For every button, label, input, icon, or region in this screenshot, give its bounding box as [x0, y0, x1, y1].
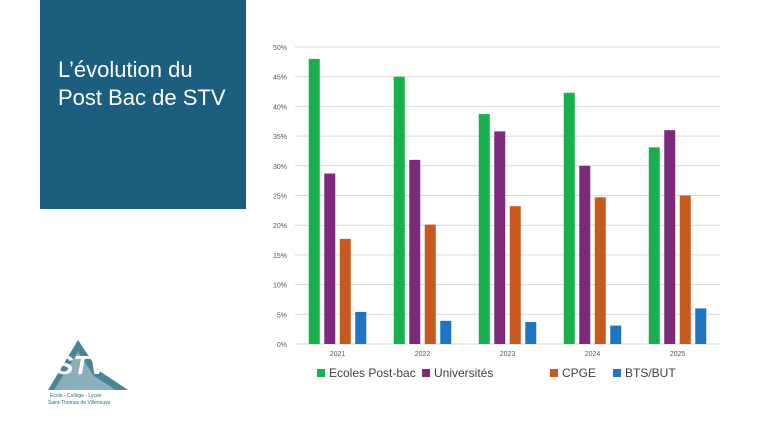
- bar: [324, 173, 336, 344]
- bar-chart: 0% 5% 10% 15% 20% 25% 30% 35% 40% 45% 50% 2021 2022…: [273, 45, 720, 380]
- bar: [494, 131, 506, 344]
- x-tick-label: 2022: [415, 351, 431, 358]
- x-tick-label: 2023: [500, 351, 516, 358]
- y-tick-label: 20%: [273, 223, 287, 230]
- y-tick-label: 5%: [277, 312, 287, 319]
- legend-label: CPGE: [562, 366, 596, 380]
- bar: [610, 325, 622, 344]
- chart-x-labels: 2021 2022 2023 2024 2025: [330, 351, 686, 358]
- logo-school-name: Saint-Thomas de Villeneuve: [48, 400, 111, 406]
- y-tick-label: 40%: [273, 104, 287, 111]
- chart-bars: [308, 58, 707, 344]
- bar: [648, 147, 660, 344]
- legend-label: BTS/BUT: [625, 366, 676, 380]
- y-tick-label: 25%: [273, 194, 287, 201]
- logo-shape: [48, 340, 128, 390]
- y-tick-label: 35%: [273, 134, 287, 141]
- slide-title-line1: L’évolution du: [58, 57, 193, 82]
- title-panel-shape: [40, 0, 246, 197]
- bar: [509, 206, 521, 344]
- y-tick-label: 10%: [273, 283, 287, 290]
- bar: [339, 238, 351, 344]
- bar: [440, 320, 452, 344]
- bar: [308, 58, 320, 344]
- logo-tagline: Ecole - Collège - Lycée: [50, 393, 102, 399]
- bar: [393, 76, 405, 344]
- y-tick-label: 45%: [273, 75, 287, 82]
- bar: [679, 195, 691, 344]
- y-tick-label: 0%: [277, 342, 287, 349]
- bar: [355, 311, 367, 344]
- x-tick-label: 2024: [585, 351, 601, 358]
- bar: [579, 165, 591, 344]
- y-tick-label: 50%: [273, 45, 287, 52]
- legend-label: Ecoles Post-bac: [329, 366, 416, 380]
- chart-legend: Ecoles Post-bac Universités CPGE BTS/BUT: [317, 366, 676, 380]
- legend-swatch: [550, 369, 558, 377]
- slide-title-line2: Post Bac de STV: [58, 85, 226, 110]
- y-tick-label: 30%: [273, 164, 287, 171]
- stv-logo: STV Ecole - Collège - Lycée Saint-Thomas…: [48, 340, 128, 406]
- bar: [478, 114, 490, 344]
- x-tick-label: 2021: [330, 351, 346, 358]
- logo-highlight: [54, 352, 116, 390]
- bar: [424, 224, 436, 344]
- legend-swatch: [422, 369, 430, 377]
- legend-swatch: [613, 369, 621, 377]
- slide-title: L’évolution du Post Bac de STV: [58, 56, 238, 112]
- bar: [409, 159, 421, 344]
- y-tick-label: 15%: [273, 253, 287, 260]
- bar: [695, 308, 707, 344]
- bar: [563, 92, 575, 344]
- x-tick-label: 2025: [670, 351, 686, 358]
- legend-swatch: [317, 369, 325, 377]
- legend-label: Universités: [434, 366, 493, 380]
- bar: [594, 197, 606, 344]
- title-panel: [40, 0, 246, 209]
- bar: [664, 130, 676, 344]
- logo-letters: STV: [56, 350, 109, 380]
- bar: [525, 322, 537, 344]
